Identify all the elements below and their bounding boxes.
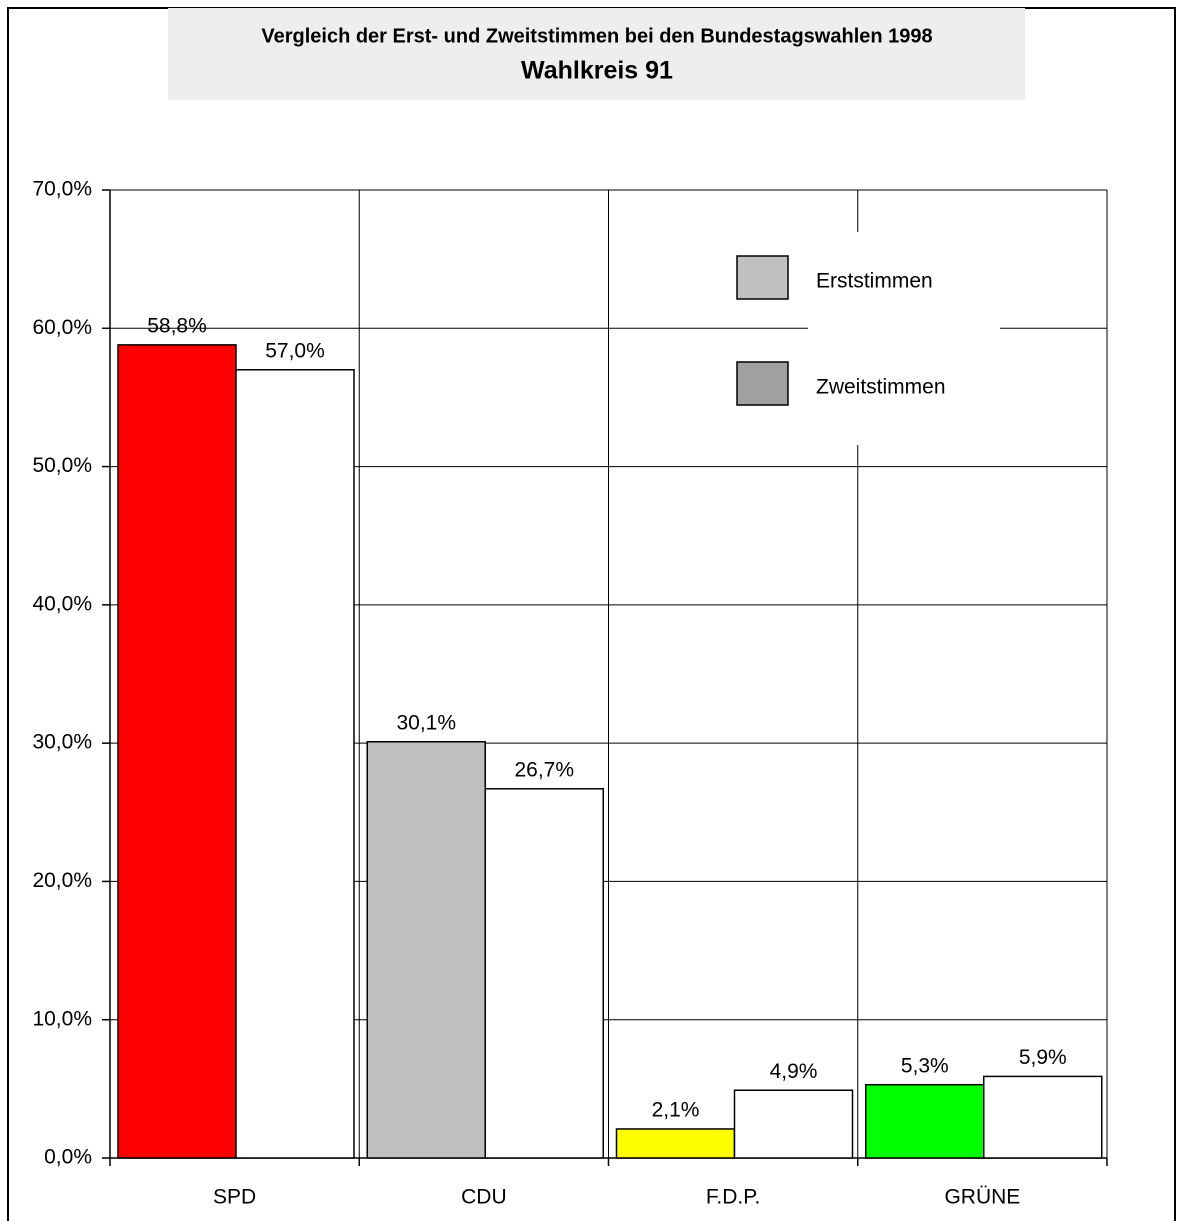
legend-label: Zweitstimmen	[816, 376, 946, 399]
x-tick-label: CDU	[461, 1186, 507, 1209]
y-tick-label: 10,0%	[32, 1007, 92, 1030]
value-label: 58,8%	[147, 314, 207, 337]
x-tick-label: GRÜNE	[944, 1186, 1020, 1209]
y-tick-label: 70,0%	[32, 178, 92, 201]
bar	[117, 344, 237, 1159]
value-label: 5,9%	[1019, 1046, 1067, 1069]
title-box	[168, 8, 1025, 100]
x-tick-label: F.D.P.	[706, 1186, 760, 1209]
chart-subtitle: Wahlkreis 91	[521, 57, 673, 85]
value-label: 4,9%	[770, 1060, 818, 1083]
bar	[615, 1128, 736, 1159]
legend-label: Erststimmen	[816, 270, 933, 293]
chart-title: Vergleich der Erst- und Zweitstimmen bei…	[261, 25, 932, 47]
bar	[235, 369, 355, 1159]
value-label: 57,0%	[265, 339, 325, 362]
x-tick-label: SPD	[213, 1186, 256, 1209]
value-label: 26,7%	[514, 758, 574, 781]
legend-swatch	[736, 255, 789, 300]
y-tick-label: 0,0%	[44, 1146, 92, 1169]
y-tick-label: 50,0%	[32, 454, 92, 477]
bar	[865, 1083, 985, 1159]
y-tick-label: 40,0%	[32, 592, 92, 615]
y-tick-label: 20,0%	[32, 869, 92, 892]
bar	[733, 1089, 854, 1159]
bar	[366, 741, 486, 1159]
legend-swatch	[736, 361, 789, 406]
y-tick-label: 30,0%	[32, 731, 92, 754]
value-label: 2,1%	[652, 1099, 700, 1122]
value-label: 5,3%	[901, 1054, 949, 1077]
bar	[983, 1075, 1103, 1159]
y-tick-label: 60,0%	[32, 316, 92, 339]
value-label: 30,1%	[396, 711, 456, 734]
legend-box	[808, 232, 1000, 445]
bar	[484, 788, 604, 1159]
